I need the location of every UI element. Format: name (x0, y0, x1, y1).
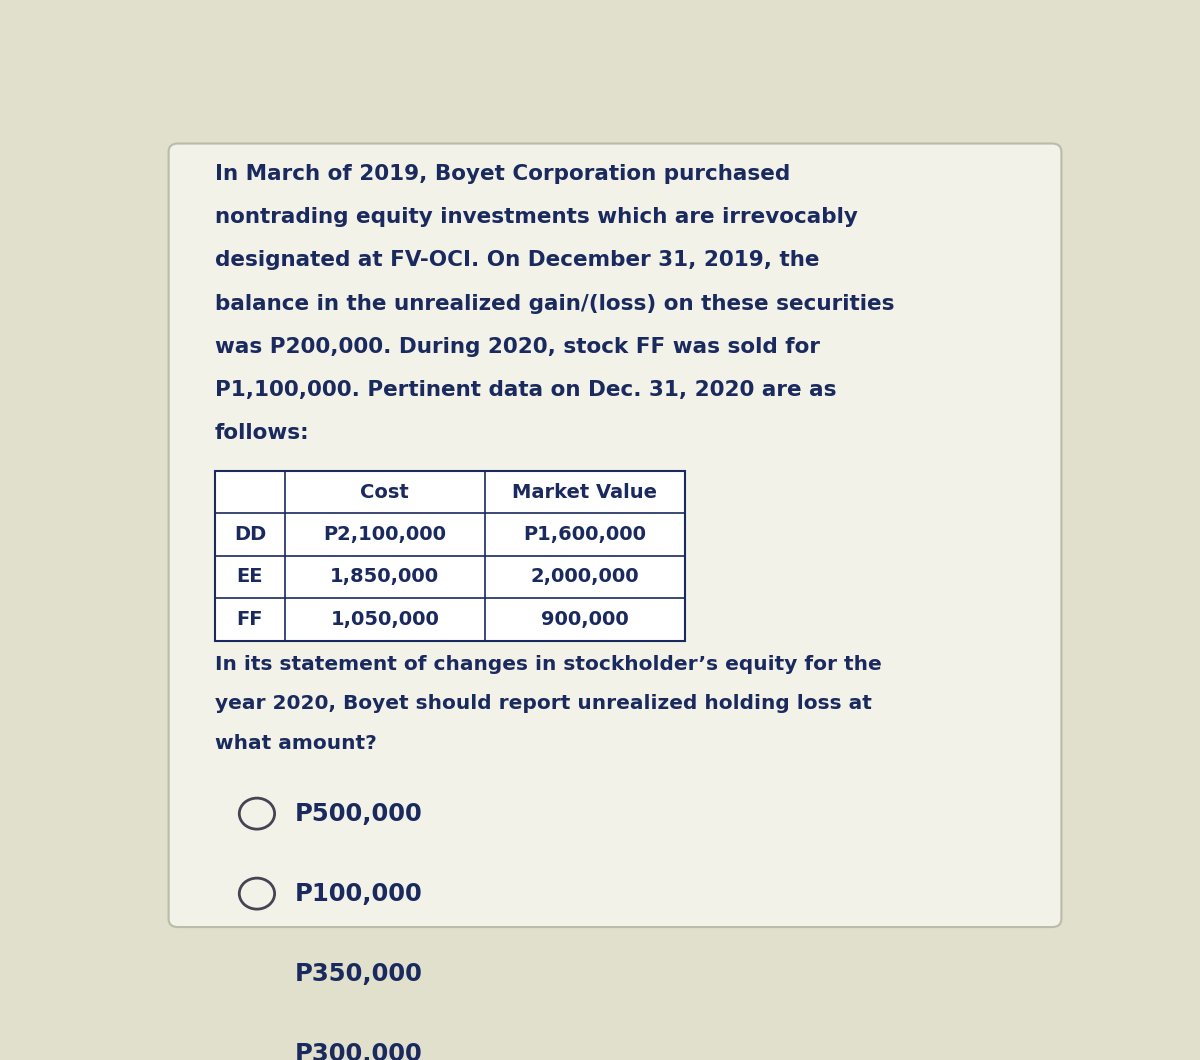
Text: 1,850,000: 1,850,000 (330, 567, 439, 586)
Text: P1,600,000: P1,600,000 (523, 525, 647, 544)
Text: P300,000: P300,000 (295, 1042, 422, 1060)
Text: 2,000,000: 2,000,000 (530, 567, 640, 586)
Text: FF: FF (236, 610, 263, 629)
Text: designated at FV-OCI. On December 31, 2019, the: designated at FV-OCI. On December 31, 20… (215, 250, 820, 270)
Text: P100,000: P100,000 (295, 882, 422, 905)
Text: P1,100,000. Pertinent data on Dec. 31, 2020 are as: P1,100,000. Pertinent data on Dec. 31, 2… (215, 381, 836, 401)
Text: nontrading equity investments which are irrevocably: nontrading equity investments which are … (215, 207, 858, 227)
Text: EE: EE (236, 567, 263, 586)
Text: year 2020, Boyet should report unrealized holding loss at: year 2020, Boyet should report unrealize… (215, 694, 872, 713)
Text: what amount?: what amount? (215, 734, 377, 753)
Text: follows:: follows: (215, 424, 310, 443)
Text: balance in the unrealized gain/(loss) on these securities: balance in the unrealized gain/(loss) on… (215, 294, 895, 314)
Text: Cost: Cost (360, 482, 409, 501)
Text: P350,000: P350,000 (295, 961, 422, 986)
Text: was P200,000. During 2020, stock FF was sold for: was P200,000. During 2020, stock FF was … (215, 337, 820, 357)
Text: 1,050,000: 1,050,000 (330, 610, 439, 629)
Text: P2,100,000: P2,100,000 (323, 525, 446, 544)
Text: 900,000: 900,000 (541, 610, 629, 629)
Text: In its statement of changes in stockholder’s equity for the: In its statement of changes in stockhold… (215, 655, 882, 674)
Text: Market Value: Market Value (512, 482, 658, 501)
Bar (215, 471, 685, 640)
Text: In March of 2019, Boyet Corporation purchased: In March of 2019, Boyet Corporation purc… (215, 164, 791, 184)
Text: DD: DD (234, 525, 266, 544)
FancyBboxPatch shape (168, 143, 1062, 928)
Text: P500,000: P500,000 (295, 801, 422, 826)
